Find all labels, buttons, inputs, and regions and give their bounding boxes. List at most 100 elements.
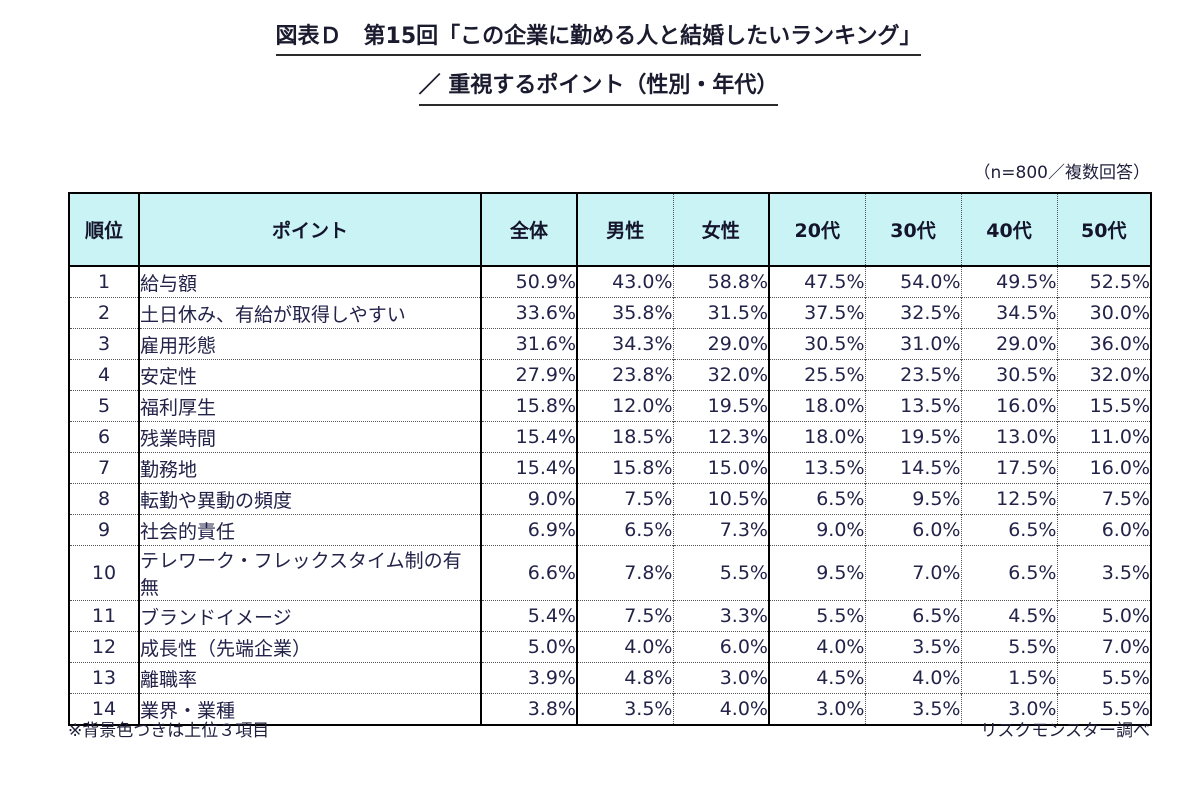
column-header-5: 女性: [673, 193, 770, 267]
value-cell: 6.5%: [865, 600, 962, 632]
value-cell: 13.5%: [769, 452, 866, 484]
figure-title-line1: 図表Ｄ 第15回「この企業に勤める人と結婚したいランキング」: [275, 24, 922, 57]
value-cell: 16.0%: [1057, 452, 1151, 484]
value-cell: 49.5%: [961, 266, 1058, 298]
value-cell: 4.0%: [673, 693, 770, 725]
value-cell: 43.0%: [577, 266, 674, 298]
table-row: 6 残業時間 15.4% 18.5% 12.3% 18.0% 19.5% 13.0% 11.0%: [69, 421, 1151, 453]
column-header-7: 30代: [865, 193, 962, 267]
value-cell: 7.8%: [577, 545, 674, 601]
table-row: 4 安定性 27.9% 23.8% 32.0% 25.5% 23.5% 30.5% 32.0%: [69, 359, 1151, 391]
rank-cell: 5: [69, 390, 140, 422]
value-cell: 5.5%: [673, 545, 770, 601]
value-cell: 5.0%: [481, 631, 578, 663]
source-credit: リスクモンスター調べ: [980, 721, 1150, 741]
value-cell: 12.3%: [673, 421, 770, 453]
value-cell: 13.5%: [865, 390, 962, 422]
value-cell: 4.0%: [769, 631, 866, 663]
value-cell: 3.5%: [865, 631, 962, 663]
value-cell: 16.0%: [961, 390, 1058, 422]
value-cell: 15.8%: [577, 452, 674, 484]
value-cell: 23.5%: [865, 359, 962, 391]
rank-cell: 2: [69, 297, 140, 329]
value-cell: 6.6%: [481, 545, 578, 601]
table-row: 13 離職率 3.9% 4.8% 3.0% 4.5% 4.0% 1.5% 5.5%: [69, 662, 1151, 694]
table-header: 順位 ポイント 全体 男性 女性 20代 30代 40代 50代: [69, 193, 1151, 267]
table-row: 3 雇用形態 31.6% 34.3% 29.0% 30.5% 31.0% 29.0% 36.0%: [69, 328, 1151, 360]
rank-cell: 12: [69, 631, 140, 663]
highlight-footnote: ※背景色つきは上位３項目: [68, 721, 270, 741]
value-cell: 17.5%: [961, 452, 1058, 484]
value-cell: 50.9%: [481, 266, 578, 298]
value-cell: 25.5%: [769, 359, 866, 391]
value-cell: 10.5%: [673, 483, 770, 515]
table-row: 12 成長性（先端企業） 5.0% 4.0% 6.0% 4.0% 3.5% 5.5% 7.0%: [69, 631, 1151, 663]
rank-cell: 9: [69, 514, 140, 546]
value-cell: 32.0%: [1057, 359, 1151, 391]
value-cell: 3.0%: [769, 693, 866, 725]
table-body: 1 給与額 50.9% 43.0% 58.8% 47.5% 54.0% 49.5% 52.5% 2…: [69, 266, 1151, 725]
value-cell: 4.5%: [961, 600, 1058, 632]
value-cell: 31.6%: [481, 328, 578, 360]
value-cell: 7.0%: [865, 545, 962, 601]
value-cell: 35.8%: [577, 297, 674, 329]
column-header-8: 40代: [961, 193, 1058, 267]
value-cell: 12.5%: [961, 483, 1058, 515]
value-cell: 12.0%: [577, 390, 674, 422]
column-header-2: ポイント: [139, 193, 482, 267]
value-cell: 47.5%: [769, 266, 866, 298]
value-cell: 32.0%: [673, 359, 770, 391]
rank-cell: 4: [69, 359, 140, 391]
value-cell: 30.5%: [961, 359, 1058, 391]
value-cell: 5.0%: [1057, 600, 1151, 632]
value-cell: 3.9%: [481, 662, 578, 694]
value-cell: 5.5%: [1057, 662, 1151, 694]
value-cell: 54.0%: [865, 266, 962, 298]
value-cell: 19.5%: [865, 421, 962, 453]
value-cell: 7.5%: [1057, 483, 1151, 515]
value-cell: 29.0%: [673, 328, 770, 360]
point-label-cell: ブランドイメージ: [139, 600, 482, 632]
value-cell: 4.0%: [577, 631, 674, 663]
point-label-cell: 残業時間: [139, 421, 482, 453]
value-cell: 6.0%: [1057, 514, 1151, 546]
value-cell: 33.6%: [481, 297, 578, 329]
table-row: 5 福利厚生 15.8% 12.0% 19.5% 18.0% 13.5% 16.0% 15.5%: [69, 390, 1151, 422]
rank-cell: 8: [69, 483, 140, 515]
point-label-cell: 転勤や異動の頻度: [139, 483, 482, 515]
rank-cell: 14: [69, 693, 140, 725]
table-row: 11 ブランドイメージ 5.4% 7.5% 3.3% 5.5% 6.5% 4.5% 5.0%: [69, 600, 1151, 632]
column-header-4: 男性: [577, 193, 674, 267]
value-cell: 31.0%: [865, 328, 962, 360]
value-cell: 13.0%: [961, 421, 1058, 453]
value-cell: 3.0%: [961, 693, 1058, 725]
point-label-cell: 成長性（先端企業）: [139, 631, 482, 663]
value-cell: 3.0%: [673, 662, 770, 694]
rank-cell: 7: [69, 452, 140, 484]
value-cell: 31.5%: [673, 297, 770, 329]
value-cell: 3.5%: [865, 693, 962, 725]
column-header-6: 20代: [769, 193, 866, 267]
rank-cell: 10: [69, 545, 140, 601]
value-cell: 7.5%: [577, 600, 674, 632]
column-header-3: 全体: [481, 193, 578, 267]
value-cell: 9.0%: [769, 514, 866, 546]
value-cell: 7.0%: [1057, 631, 1151, 663]
value-cell: 6.5%: [577, 514, 674, 546]
value-cell: 27.9%: [481, 359, 578, 391]
rank-cell: 1: [69, 266, 140, 298]
point-label-cell: 勤務地: [139, 452, 482, 484]
value-cell: 18.0%: [769, 390, 866, 422]
value-cell: 9.5%: [865, 483, 962, 515]
value-cell: 7.5%: [577, 483, 674, 515]
point-label-cell: テレワーク・フレックスタイム制の有無: [139, 545, 482, 601]
sample-size-note: （n=800／複数回答）: [973, 163, 1150, 183]
point-label-cell: 福利厚生: [139, 390, 482, 422]
value-cell: 11.0%: [1057, 421, 1151, 453]
figure-footer: ※背景色つきは上位３項目 リスクモンスター調べ: [68, 716, 1150, 741]
column-header-1: 順位: [69, 193, 140, 267]
value-cell: 6.9%: [481, 514, 578, 546]
value-cell: 4.0%: [865, 662, 962, 694]
point-label-cell: 土日休み、有給が取得しやすい: [139, 297, 482, 329]
